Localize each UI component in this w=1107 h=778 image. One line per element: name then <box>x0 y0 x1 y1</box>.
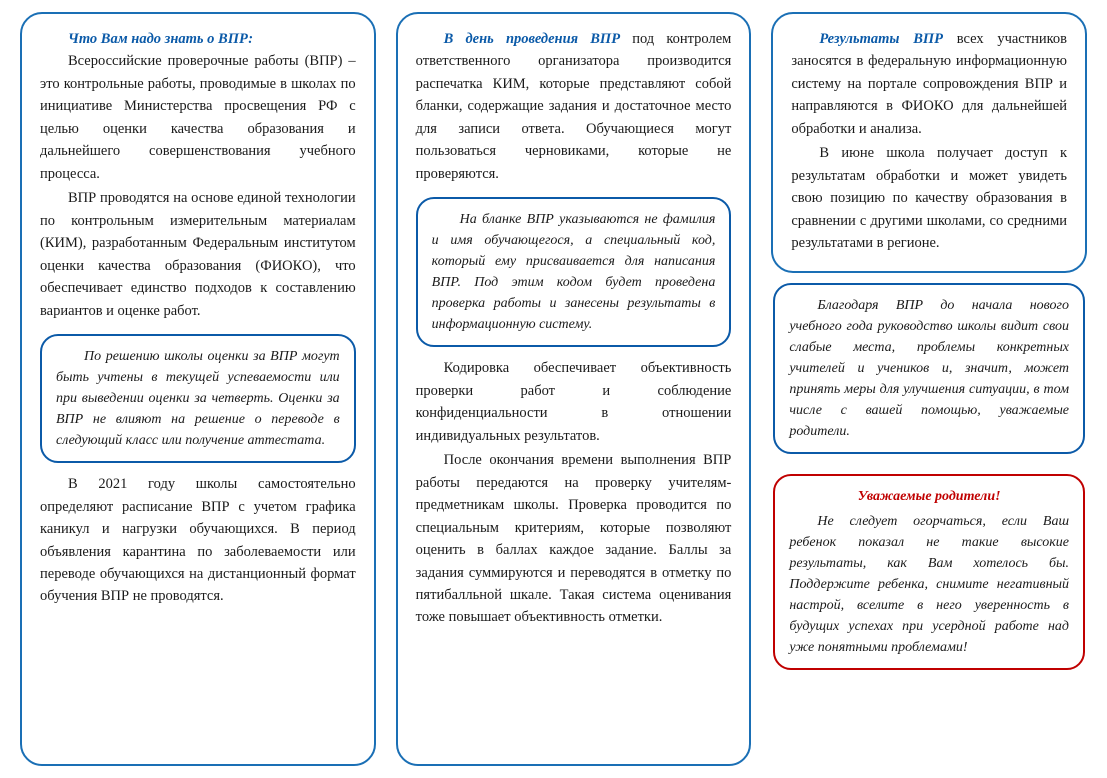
col3-p1: Результаты ВПР всех участников заносятся… <box>791 28 1067 140</box>
col1-p1: Всероссийские проверочные работы (ВПР) –… <box>40 50 356 185</box>
col2-p3: После окончания времени выполнения ВПР р… <box>416 449 732 629</box>
col3-p2: В июне школа получает доступ к результат… <box>791 142 1067 254</box>
col1-callout: По решению школы оценки за ВПР могут быт… <box>40 334 356 463</box>
col3-lead: Результаты ВПР <box>819 31 943 47</box>
col3-red-title: Уважаемые родители! <box>789 486 1069 507</box>
col3-callout-blue: Благодаря ВПР до начала нового учебного … <box>773 283 1085 454</box>
column-2: В день проведения ВПР под контролем отве… <box>396 12 752 766</box>
col3-top-box: Результаты ВПР всех участников заносятся… <box>771 12 1087 273</box>
col2-p1-rest: под контролем ответственного организатор… <box>416 31 732 182</box>
col3-callout-red: Уважаемые родители! Не следует огорчатьс… <box>773 474 1085 670</box>
col1-p3: В 2021 году школы самостоятельно определ… <box>40 473 356 608</box>
column-1: Что Вам надо знать о ВПР: Всероссийские … <box>20 12 376 766</box>
col3-red-body: Не следует огорчаться, если Ваш ребенок … <box>789 511 1069 658</box>
col2-p2: Кодировка обеспечивает объективность про… <box>416 357 732 447</box>
col1-p2: ВПР проводятся на основе единой технолог… <box>40 187 356 322</box>
col2-callout: На бланке ВПР указываются не фамилия и и… <box>416 197 732 347</box>
col1-heading: Что Вам надо знать о ВПР: <box>40 28 356 50</box>
col2-p1: В день проведения ВПР под контролем отве… <box>416 28 732 185</box>
column-3: Результаты ВПР всех участников заносятся… <box>771 12 1087 766</box>
col2-lead: В день проведения ВПР <box>444 31 620 47</box>
